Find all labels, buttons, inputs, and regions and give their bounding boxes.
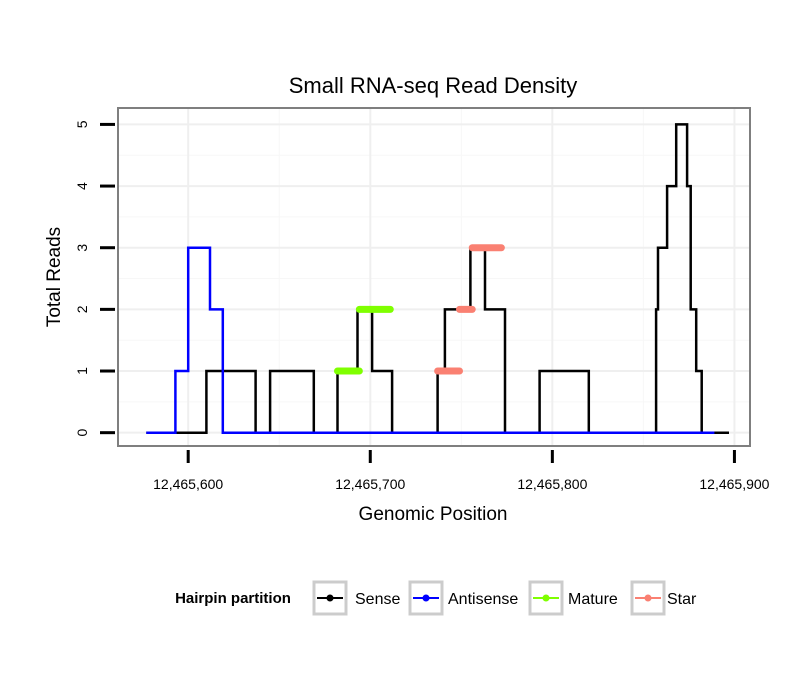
- chart-title: Small RNA-seq Read Density: [289, 73, 578, 98]
- axes: 12,465,600 12,465,700 12,465,800 12,465,900…: [74, 120, 770, 492]
- x-axis-title: Genomic Position: [359, 504, 508, 525]
- y-tick-label: 1: [74, 367, 90, 375]
- y-tick-label: 0: [74, 429, 90, 437]
- legend-key-point: [326, 594, 334, 602]
- legend-item-antisense: Antisense: [408, 580, 518, 616]
- legend-key-point: [422, 594, 430, 602]
- legend-label: Sense: [355, 591, 400, 608]
- y-tick-label: 5: [74, 120, 90, 128]
- legend-key-point: [644, 594, 652, 602]
- legend: Hairpin partition Sense Antisense Mature St…: [175, 580, 697, 616]
- legend-item-mature: Mature: [528, 580, 618, 616]
- legend-key-point: [542, 594, 550, 602]
- legend-item-sense: Sense: [312, 580, 400, 616]
- y-tick-label: 4: [74, 182, 90, 190]
- legend-label: Star: [667, 591, 697, 608]
- legend-label: Mature: [568, 591, 618, 608]
- x-tick-label: 12,465,600: [153, 476, 223, 492]
- y-tick-label: 2: [74, 305, 90, 313]
- y-tick-label: 3: [74, 244, 90, 252]
- legend-item-star: Star: [630, 580, 697, 616]
- y-axis-title: Total Reads: [44, 227, 65, 327]
- x-tick-label: 12,465,700: [335, 476, 405, 492]
- x-tick-label: 12,465,800: [517, 476, 587, 492]
- x-tick-label: 12,465,900: [699, 476, 769, 492]
- antisense-series-line: [146, 246, 715, 434]
- legend-label: Antisense: [448, 591, 518, 608]
- series-layer: [146, 123, 729, 434]
- legend-title: Hairpin partition: [175, 590, 291, 607]
